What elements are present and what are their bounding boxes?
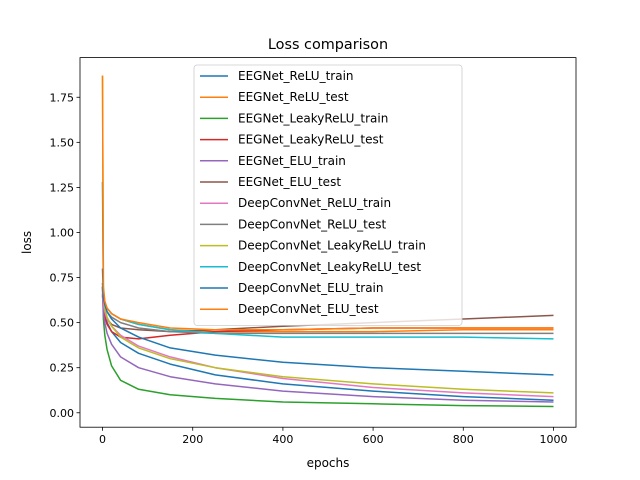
legend-label-eegnet-relu-train: EEGNet_ReLU_train [238, 69, 354, 83]
series-line-deepconvnet-elu-test [101, 75, 554, 331]
series-layer [101, 75, 554, 408]
series-line-eegnet-leakyrelu-train [101, 286, 554, 408]
legend-label-eegnet-elu-test: EEGNet_ELU_test [238, 175, 341, 189]
y-tick-label: 1.25 [50, 181, 75, 194]
legend-label-deepconvnet-relu-test: DeepConvNet_ReLU_test [238, 217, 387, 231]
y-axis-label: loss [20, 231, 34, 254]
legend-label-deepconvnet-leakyrelu-train: DeepConvNet_LeakyReLU_train [238, 239, 426, 253]
y-tick-label: 0.75 [50, 272, 75, 285]
legend-label-eegnet-leakyrelu-train: EEGNet_LeakyReLU_train [238, 111, 388, 125]
legend-label-deepconvnet-leakyrelu-test: DeepConvNet_LeakyReLU_test [238, 260, 421, 274]
legend-frame [193, 64, 463, 326]
y-tick-label: 0.50 [50, 317, 75, 330]
x-tick-label: 200 [182, 433, 203, 446]
legend-label-eegnet-elu-train: EEGNet_ELU_train [238, 154, 346, 168]
x-tick-label: 600 [363, 433, 384, 446]
y-tick-label: 0.00 [50, 407, 75, 420]
legend-label-deepconvnet-elu-test: DeepConvNet_ELU_test [238, 302, 379, 316]
y-tick-label: 0.25 [50, 362, 75, 375]
x-tick-label: 400 [272, 433, 293, 446]
y-tick-label: 1.00 [50, 226, 75, 239]
x-tick-label: 0 [99, 433, 106, 446]
y-tick-label: 1.75 [50, 91, 75, 104]
chart-title: Loss comparison [268, 37, 388, 53]
x-tick-label: 800 [453, 433, 474, 446]
series-line-deepconvnet-relu-train [101, 282, 554, 398]
x-axis-label: epochs [307, 456, 350, 470]
legend-label-eegnet-leakyrelu-test: EEGNet_LeakyReLU_test [238, 133, 384, 147]
y-tick-label: 1.50 [50, 136, 75, 149]
series-line-eegnet-elu-train [101, 286, 554, 403]
legend-label-deepconvnet-elu-train: DeepConvNet_ELU_train [238, 281, 384, 295]
legend: EEGNet_ReLU_train EEGNet_ReLU_test EEGNet_… [193, 64, 463, 326]
series-line-deepconvnet-leakyrelu-train [101, 75, 554, 394]
x-tick-label: 1000 [539, 433, 567, 446]
legend-label-eegnet-relu-test: EEGNet_ReLU_test [238, 90, 349, 104]
legend-label-deepconvnet-relu-train: DeepConvNet_ReLU_train [238, 196, 391, 210]
series-line-deepconvnet-elu-train [101, 268, 554, 376]
axis-layer: 0 200 400 600 800 1000 0.00 0.25 0.50 0.75 1.00 1.2… [50, 91, 568, 446]
plot-frame [79, 57, 577, 428]
